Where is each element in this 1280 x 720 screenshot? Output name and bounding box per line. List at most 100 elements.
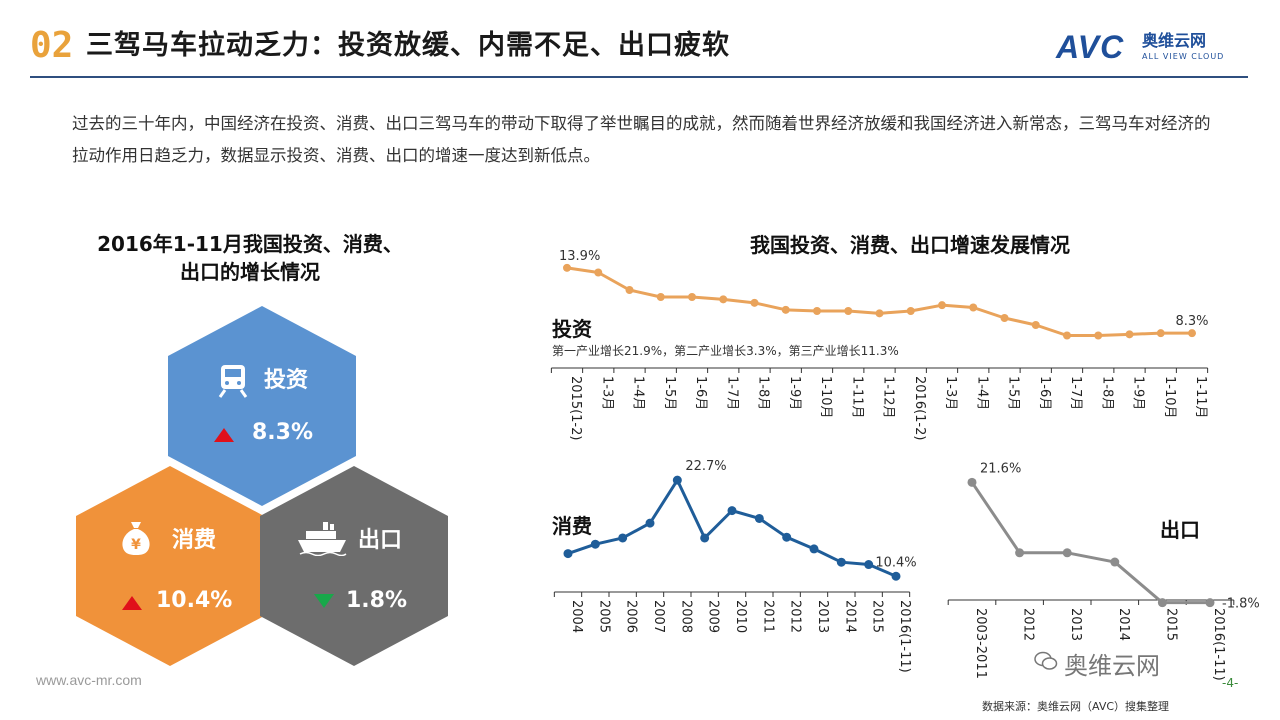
train-icon: [218, 365, 248, 398]
hex-export-shape: [260, 466, 448, 666]
x-tick-label: 2009: [706, 600, 721, 633]
avc-logo: AVC 奥维云网 ALL VIEW CLOUD: [1056, 30, 1246, 68]
data-point: [969, 303, 978, 312]
x-tick-label: 2012: [1021, 608, 1036, 641]
data-point: [1015, 548, 1025, 558]
investment-label: 投资: [264, 368, 309, 393]
consumption-label: 消费: [172, 528, 217, 553]
x-tick-label: 1-6月: [693, 376, 708, 410]
x-tick-label: 1-8月: [1099, 376, 1114, 410]
x-tick-label: 1-8月: [756, 376, 771, 410]
chart-export: 2003-2011 2012 2013 2014 2015 2016(1-11) 21.6%…: [947, 461, 1260, 681]
x-tick-label: 1-3月: [599, 376, 614, 410]
data-point: [1205, 598, 1215, 608]
money-bag-icon: ¥: [122, 522, 150, 555]
up-arrow-icon: [122, 596, 142, 610]
data-point: [844, 307, 853, 315]
wechat-icon: [1034, 651, 1058, 670]
logo-mark: AVC: [1056, 29, 1125, 65]
x-tick-label: 2015: [870, 600, 885, 633]
x-tick-label: 2014: [1116, 608, 1131, 641]
export-value: 1.8%: [346, 588, 408, 613]
data-point: [1063, 331, 1071, 340]
data-point: [1188, 329, 1196, 338]
data-point: [906, 307, 915, 315]
x-tick-label: 2006: [624, 600, 639, 633]
data-label: 8.3%: [1175, 314, 1208, 329]
hex-investment-shape: [168, 306, 356, 506]
x-tick-label: 2013: [1068, 608, 1083, 641]
data-label: 22.7%: [685, 459, 726, 474]
left-title-line2: 出口的增长情况: [180, 260, 320, 284]
data-point: [594, 268, 603, 277]
data-point: [754, 513, 764, 523]
series-note: 第一产业增长21.9%，第二产业增长3.3%，第三产业增长11.3%: [552, 344, 899, 358]
header-divider: [30, 76, 1248, 78]
x-tick-label: 1-6月: [1037, 376, 1052, 410]
x-tick-label: 2011: [760, 600, 775, 633]
data-point: [875, 309, 884, 318]
x-tick-label: 2016(1-11): [897, 600, 912, 673]
data-point: [1156, 329, 1165, 338]
data-point: [727, 506, 737, 516]
x-tick-label: 2013: [815, 600, 830, 633]
consumption-value: 10.4%: [156, 588, 233, 613]
data-point: [1110, 557, 1120, 567]
x-tick-label: 1-10月: [818, 376, 833, 419]
section-number: 02: [30, 25, 74, 66]
data-point: [1000, 314, 1009, 322]
data-point: [1157, 598, 1167, 608]
logo-chinese-name: 奥维云网: [1142, 31, 1207, 50]
svg-text:¥: ¥: [131, 537, 141, 553]
hex-export: 出口 1.8%: [260, 466, 448, 666]
page-title: 三驾马车拉动乏力：投资放缓、内需不足、出口疲软: [86, 30, 730, 61]
data-point: [938, 301, 946, 310]
hex-consumption: ¥ 消费 10.4%: [76, 466, 264, 666]
x-tick-label: 2008: [678, 600, 693, 633]
page-number: -4-: [1222, 676, 1239, 690]
data-point: [618, 533, 628, 543]
x-tick-label: 2015(1-2): [568, 376, 583, 440]
x-tick-label: 1-9月: [787, 376, 802, 410]
chart-investment: 2015(1-2) 1-3月 1-4月 1-5月 1-6月 1-7月 1-8月 1-9月 1-1…: [550, 249, 1209, 440]
data-point: [625, 286, 634, 294]
data-point: [700, 533, 710, 543]
data-label: -1.8%: [1222, 597, 1260, 612]
right-panel-title: 我国投资、消费、出口增速发展情况: [750, 233, 1070, 257]
series-title: 投资: [552, 317, 592, 341]
x-tick-label: 1-7月: [724, 376, 739, 410]
data-point: [563, 549, 573, 559]
x-tick-label: 1-11月: [1193, 376, 1208, 419]
down-arrow-icon: [314, 594, 334, 608]
data-point: [1062, 548, 1072, 558]
data-label: 10.4%: [875, 555, 916, 570]
logo-english-name: ALL VIEW CLOUD: [1142, 52, 1225, 61]
data-point: [1125, 330, 1134, 339]
data-point: [563, 263, 571, 272]
x-tick-label: 1-11月: [849, 376, 864, 419]
x-tick-label: 2010: [733, 600, 748, 633]
data-point: [864, 560, 874, 570]
x-tick-label: 2004: [569, 600, 584, 633]
data-point: [1094, 331, 1103, 340]
data-point: [967, 477, 977, 487]
x-tick-label: 2016(1-2): [912, 376, 927, 440]
x-tick-label: 1-5月: [662, 376, 677, 410]
up-arrow-icon: [214, 428, 234, 442]
investment-value: 8.3%: [252, 420, 314, 445]
data-point: [590, 539, 600, 549]
x-tick-label: 1-3月: [943, 376, 958, 410]
x-tick-label: 2003-2011: [973, 608, 988, 679]
left-title-line1: 2016年1-11月我国投资、消费、: [97, 232, 403, 256]
data-point: [645, 518, 655, 528]
x-tick-label: 1-7月: [1068, 376, 1083, 410]
hex-consumption-shape: [76, 466, 264, 666]
data-point: [809, 544, 819, 554]
x-tick-label: 1-4月: [631, 376, 646, 410]
series-line: [567, 478, 897, 578]
x-tick-label: 2016(1-11): [1211, 608, 1226, 681]
x-tick-label: 1-10月: [1162, 376, 1177, 419]
data-point: [891, 571, 901, 581]
x-tick-label: 2005: [596, 600, 611, 633]
